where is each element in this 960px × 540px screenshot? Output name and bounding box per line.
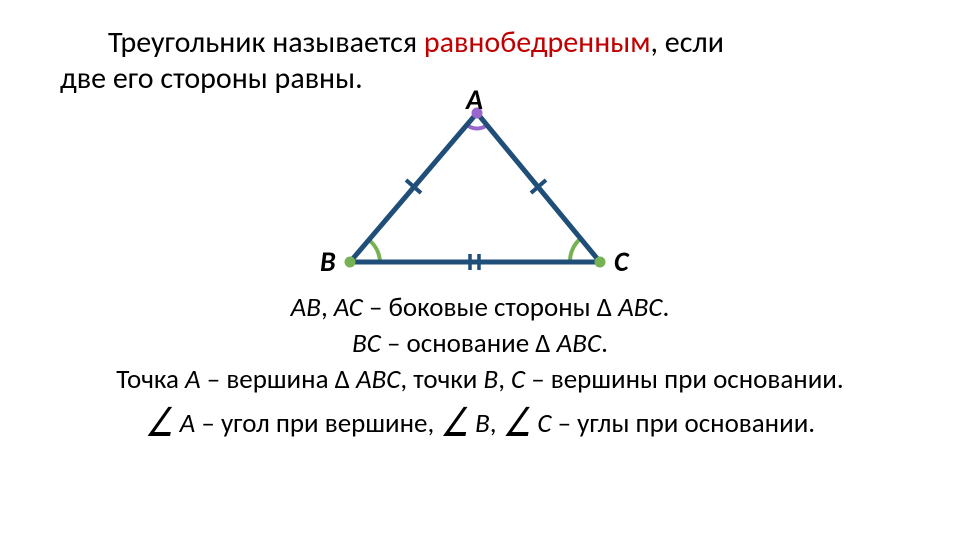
desc-line-3: Точка A – вершина Δ ABC, точки B, C – ве… bbox=[0, 362, 960, 398]
d2-BC: BC bbox=[352, 327, 381, 360]
d3-C: C bbox=[511, 363, 525, 396]
d4-b: , bbox=[490, 407, 503, 440]
triangle-diagram bbox=[0, 0, 960, 540]
angle-arc-B bbox=[369, 240, 380, 262]
d4-C: C bbox=[537, 407, 551, 440]
d1-mid: – боковые стороны Δ bbox=[363, 291, 618, 324]
d1-ABC: ABC bbox=[618, 291, 662, 324]
ang2: ∠ bbox=[440, 396, 469, 450]
desc-line-2: BC – основание Δ ABC. bbox=[0, 326, 960, 362]
d3-ABC: ABC bbox=[356, 363, 400, 396]
d3-a: Точка bbox=[116, 363, 185, 396]
vertex-C bbox=[595, 257, 606, 268]
d1-AC: AC bbox=[334, 291, 363, 324]
vertex-B bbox=[345, 257, 356, 268]
d3-d: , bbox=[498, 363, 511, 396]
ang3: ∠ bbox=[503, 396, 532, 450]
d2-mid: – основание Δ bbox=[381, 327, 557, 360]
label-C: С bbox=[614, 244, 629, 279]
d2-ABC: ABC bbox=[557, 327, 601, 360]
desc-line-4: ∠ A – угол при вершине, ∠ B, ∠ C – углы … bbox=[0, 400, 960, 443]
d4-B: B bbox=[475, 407, 490, 440]
d1-dot: . bbox=[663, 291, 670, 324]
d3-e: – вершины при основании. bbox=[525, 363, 844, 396]
d1-sep: , bbox=[321, 291, 334, 324]
d3-c: , точки bbox=[400, 363, 483, 396]
angle-arc-A bbox=[467, 125, 487, 129]
d1-AB: AB bbox=[291, 291, 321, 324]
d3-B: B bbox=[484, 363, 499, 396]
d4-A: A bbox=[180, 407, 196, 440]
slide: Треугольник называется равнобедренным, е… bbox=[0, 0, 960, 540]
desc-line-1: AB, AC – боковые стороны Δ ABC. bbox=[0, 290, 960, 326]
label-B: В bbox=[320, 244, 336, 279]
d2-dot: . bbox=[601, 327, 608, 360]
d4-c: – углы при основании. bbox=[552, 407, 816, 440]
d3-b: – вершина Δ bbox=[201, 363, 356, 396]
ang1: ∠ bbox=[145, 396, 174, 450]
d4-a: – угол при вершине, bbox=[195, 407, 440, 440]
d3-A: A bbox=[185, 363, 201, 396]
angle-arc-C bbox=[570, 239, 580, 262]
label-A: А bbox=[466, 82, 483, 117]
